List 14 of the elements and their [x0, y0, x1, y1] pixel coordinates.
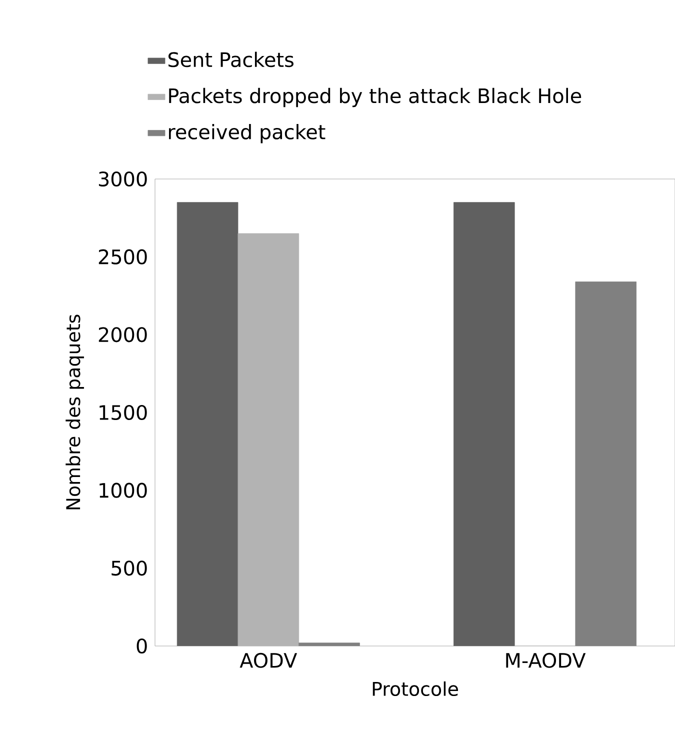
- y-axis-title: Nombre des paquets: [66, 314, 84, 510]
- legend-label: Packets dropped by the attack Black Hole: [169, 88, 582, 108]
- y-tick-label: 500: [112, 560, 147, 576]
- y-tick-label: 1000: [100, 482, 147, 498]
- y-tick-label: 0: [136, 638, 147, 654]
- y-tick-label: 1500: [100, 404, 147, 420]
- y-tick-label: 2500: [98, 249, 147, 264]
- legend-label: Sent Packets: [168, 52, 294, 68]
- y-tick-label: 3000: [98, 171, 147, 187]
- x-axis-title: Protocole: [372, 681, 458, 696]
- x-tick-label: M-AODV: [506, 652, 586, 668]
- y-tick-label: 2000: [98, 327, 147, 342]
- legend-label: received packet: [169, 124, 326, 144]
- x-tick-label: AODV: [240, 652, 298, 668]
